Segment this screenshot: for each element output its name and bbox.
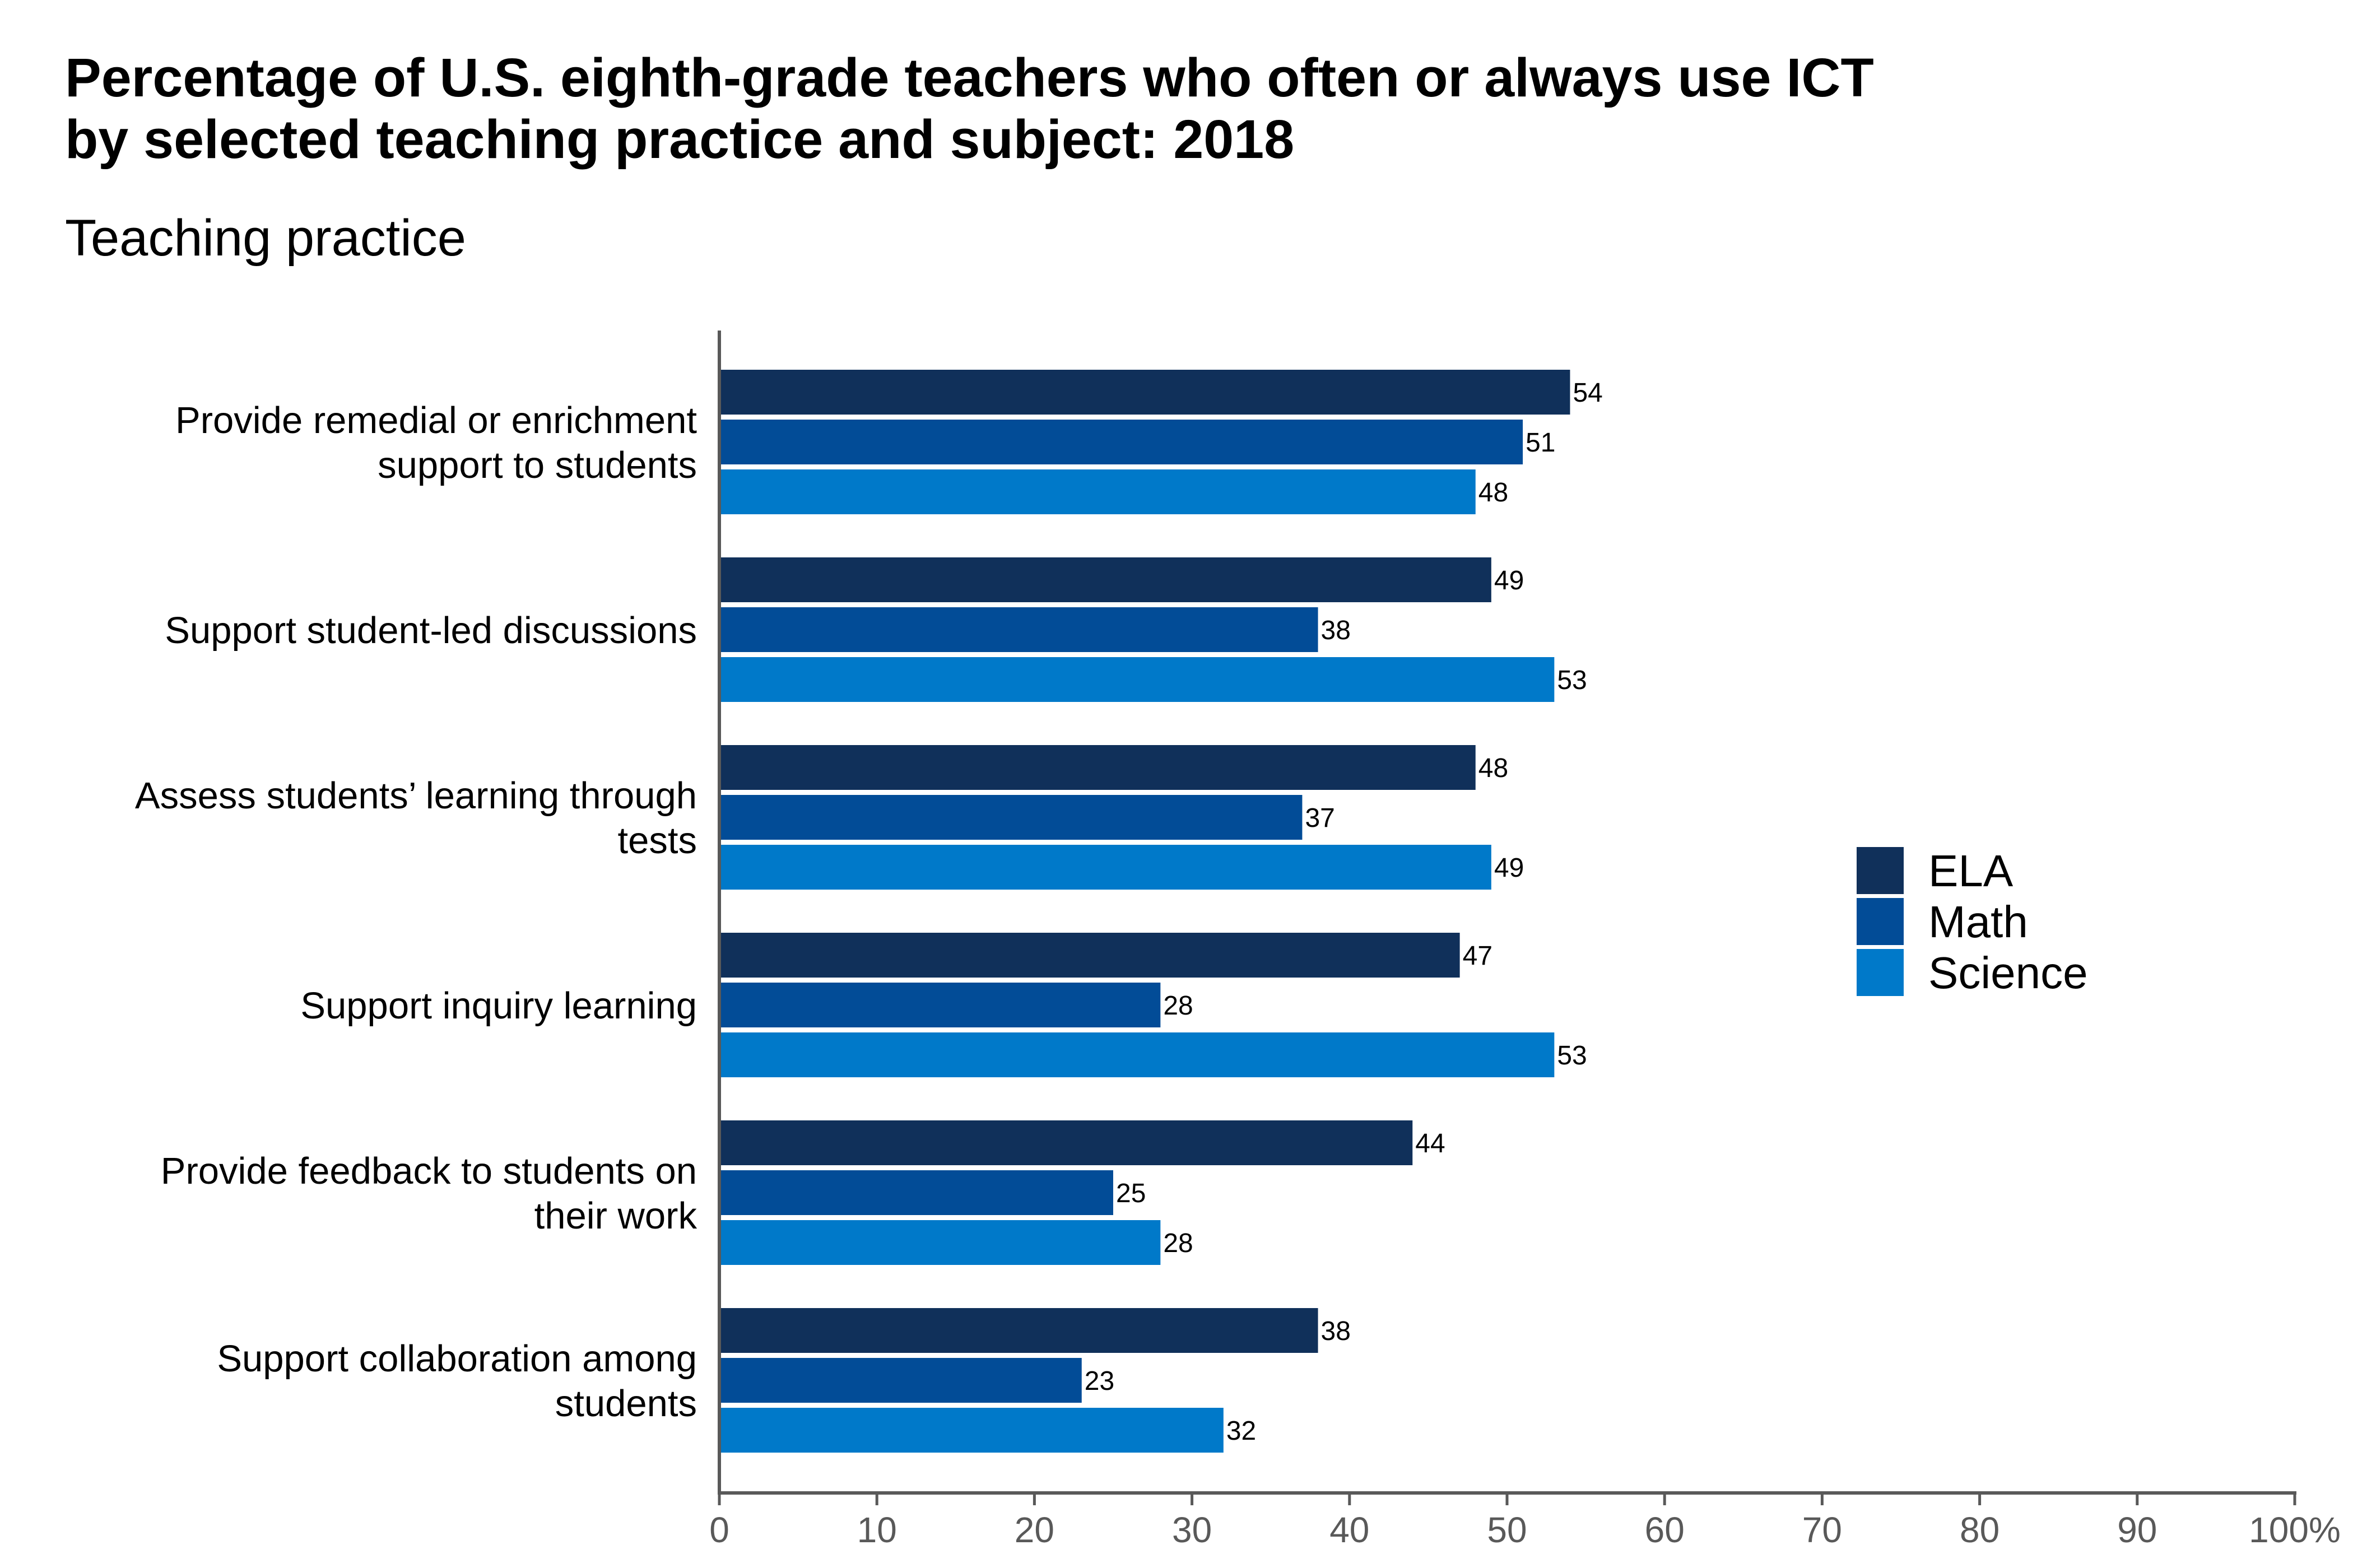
value-label-ela-5: 38 <box>1321 1316 1351 1346</box>
bar-math-2 <box>719 795 1303 840</box>
bar-ela-2 <box>719 745 1476 790</box>
category-label-2-line-0: Assess students’ learning through <box>135 775 697 817</box>
x-axis: 0 10 20 30 40 50 60 70 80 90 100% <box>709 331 2341 1550</box>
bar-science-2 <box>719 845 1491 890</box>
bar-ela-4 <box>719 1120 1413 1165</box>
bar-science-5 <box>719 1408 1224 1453</box>
chart-title-line-1: Percentage of U.S. eighth-grade teachers… <box>65 47 1874 108</box>
legend-label-math: Math <box>1928 897 2028 947</box>
chart-subtitle: Teaching practice <box>65 210 466 267</box>
x-tick-label-1: 10 <box>857 1510 897 1550</box>
value-label-ela-1: 49 <box>1494 566 1524 595</box>
bar-math-5 <box>719 1358 1082 1403</box>
category-label-2-line-1: tests <box>618 820 697 862</box>
value-label-ela-3: 47 <box>1463 941 1492 971</box>
x-tick-label-3: 30 <box>1172 1510 1212 1550</box>
bar-math-1 <box>719 607 1318 652</box>
category-label-0-line-1: support to students <box>378 444 697 486</box>
value-label-science-1: 53 <box>1557 666 1587 695</box>
category-label-4-line-0: Provide feedback to students on <box>161 1150 697 1192</box>
value-label-ela-0: 54 <box>1573 378 1602 408</box>
value-label-math-4: 25 <box>1116 1179 1146 1208</box>
x-tick-label-10: 100% <box>2249 1510 2341 1550</box>
x-tick-label-6: 60 <box>1645 1510 1685 1550</box>
value-label-math-2: 37 <box>1305 803 1334 833</box>
value-label-science-0: 48 <box>1478 478 1508 508</box>
value-labels-group: 54 51 48 49 38 53 48 37 49 47 28 53 44 25 28 38 23 32 <box>1085 378 1603 1446</box>
x-tick-label-5: 50 <box>1487 1510 1527 1550</box>
chart-title-line-2: by selected teaching practice and subjec… <box>65 109 1295 170</box>
value-label-math-0: 51 <box>1526 428 1555 458</box>
category-label-1-line-0: Support student-led discussions <box>165 609 697 652</box>
bar-science-4 <box>719 1220 1161 1265</box>
legend-swatch-ela <box>1857 847 1904 894</box>
x-tick-label-2: 20 <box>1015 1510 1054 1550</box>
category-label-5-line-1: students <box>555 1383 697 1425</box>
bar-science-3 <box>719 1032 1555 1077</box>
bar-math-4 <box>719 1170 1113 1215</box>
x-tick-label-9: 90 <box>2117 1510 2157 1550</box>
legend-swatch-science <box>1857 949 1904 996</box>
value-label-science-4: 28 <box>1163 1229 1193 1258</box>
category-label-0-line-0: Provide remedial or enrichment <box>175 399 697 441</box>
x-tick-label-4: 40 <box>1329 1510 1369 1550</box>
value-label-math-1: 38 <box>1321 616 1351 645</box>
value-label-ela-4: 44 <box>1415 1129 1445 1158</box>
category-label-4-line-1: their work <box>534 1195 697 1237</box>
bar-math-0 <box>719 420 1523 464</box>
bar-ela-3 <box>719 933 1460 978</box>
bar-ela-5 <box>719 1308 1318 1353</box>
legend-label-science: Science <box>1928 948 2088 998</box>
x-tick-label-0: 0 <box>709 1510 729 1550</box>
chart-title: Percentage of U.S. eighth-grade teachers… <box>65 47 2250 170</box>
value-label-ela-2: 48 <box>1478 753 1508 783</box>
bars-group <box>719 370 1570 1453</box>
value-label-math-3: 28 <box>1163 991 1193 1021</box>
value-label-science-3: 53 <box>1557 1041 1587 1071</box>
bar-math-3 <box>719 983 1161 1027</box>
value-label-math-5: 23 <box>1085 1366 1114 1396</box>
bar-ela-1 <box>719 557 1491 602</box>
bar-science-1 <box>719 657 1555 702</box>
value-label-science-5: 32 <box>1226 1416 1256 1446</box>
legend-label-ela: ELA <box>1928 846 2013 896</box>
x-tick-label-8: 80 <box>1960 1510 1999 1550</box>
legend-swatch-math <box>1857 898 1904 945</box>
bar-ela-0 <box>719 370 1570 415</box>
value-label-science-2: 49 <box>1494 853 1524 883</box>
x-tick-label-7: 70 <box>1802 1510 1842 1550</box>
category-label-5-line-0: Support collaboration among <box>217 1338 697 1380</box>
category-label-3-line-0: Support inquiry learning <box>300 985 697 1027</box>
bar-science-0 <box>719 469 1476 514</box>
